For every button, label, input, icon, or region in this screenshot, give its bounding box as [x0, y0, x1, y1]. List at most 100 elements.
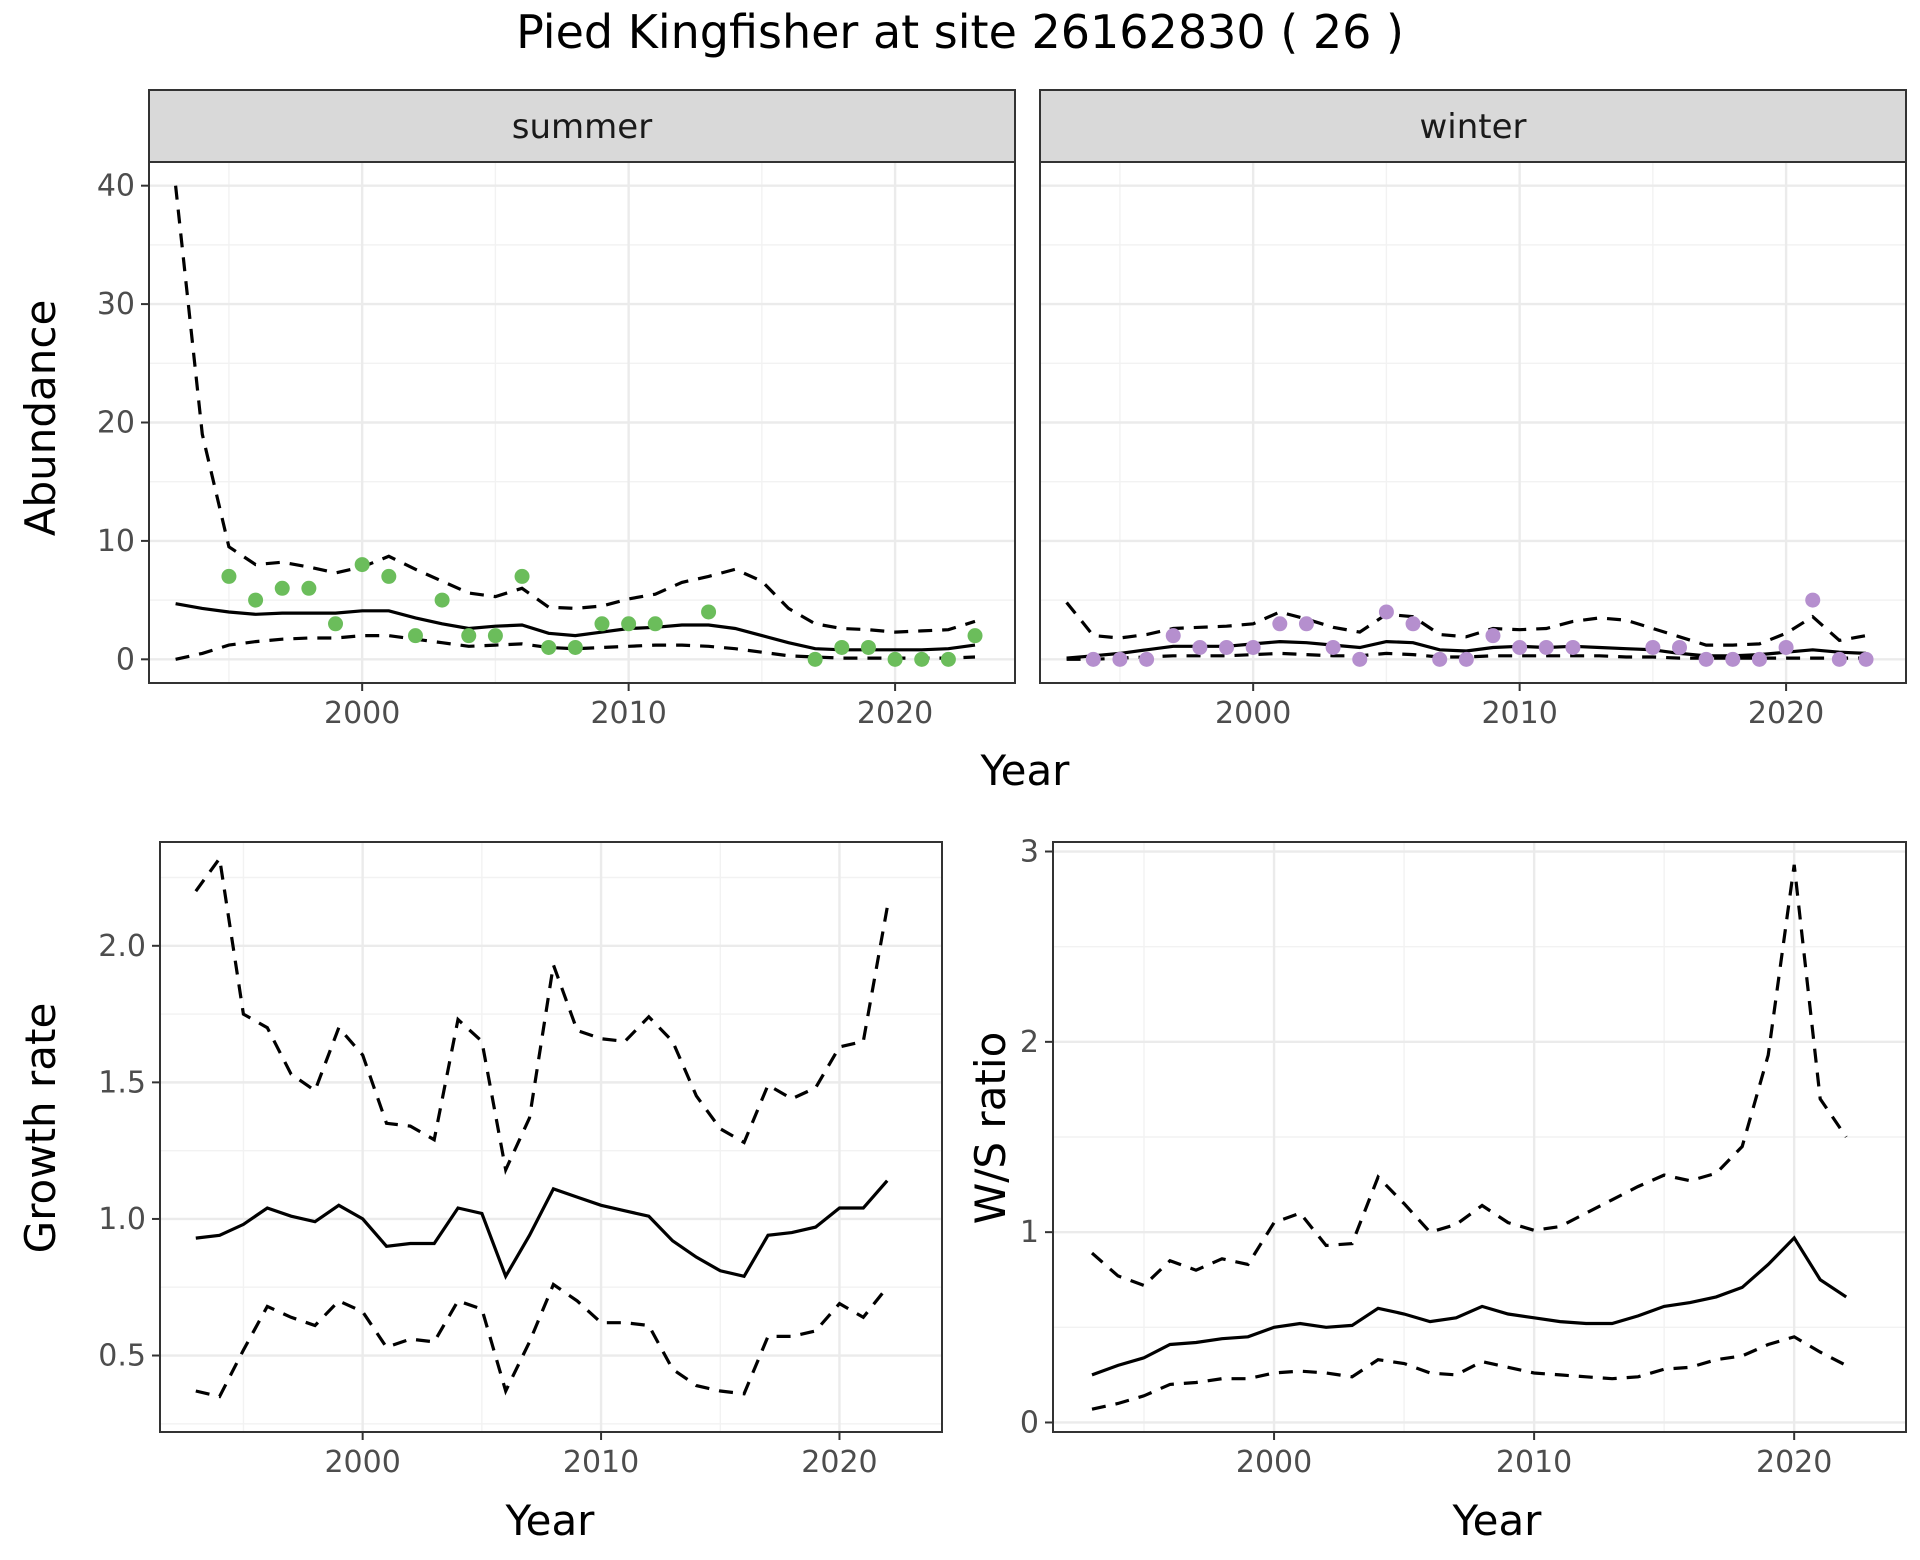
data-point	[487, 628, 503, 644]
data-point	[248, 592, 264, 608]
data-point	[1672, 639, 1688, 655]
data-point	[1512, 639, 1528, 655]
data-point	[1698, 651, 1714, 667]
data-point	[1378, 604, 1394, 620]
data-point	[434, 592, 450, 608]
series-line-estimate	[195, 1179, 889, 1281]
data-point	[887, 651, 903, 667]
y-tick-label: 0.5	[98, 1339, 146, 1374]
data-point	[807, 651, 823, 667]
y-tick-label: 30	[97, 287, 135, 322]
y-tick-label: 2	[1020, 1025, 1039, 1060]
data-point	[1405, 616, 1421, 632]
y-tick-label: 0	[1020, 1405, 1039, 1440]
data-point	[1805, 592, 1821, 608]
series-line-upper	[1065, 601, 1867, 647]
series-line-lower	[1066, 651, 1866, 661]
series-line-lower	[1091, 1335, 1847, 1411]
data-point	[301, 580, 317, 596]
data-point	[1192, 639, 1208, 655]
data-point	[1325, 639, 1341, 655]
data-point	[1458, 651, 1474, 667]
facet-strip	[148, 89, 1016, 163]
y-tick-label: 10	[97, 524, 135, 559]
data-point	[1432, 651, 1448, 667]
data-point	[1245, 639, 1261, 655]
series-line-estimate	[1091, 1235, 1848, 1377]
panel-border	[1052, 841, 1907, 1433]
data-point	[860, 639, 876, 655]
data-point	[647, 616, 663, 632]
panel-border	[1039, 161, 1907, 684]
data-point	[967, 628, 983, 644]
data-point	[1352, 651, 1368, 667]
x-tick-label: 2010	[590, 696, 666, 731]
ws-y-axis-title: W/S ratio	[966, 1032, 1015, 1225]
y-tick-label: 40	[97, 169, 135, 204]
series-line-upper	[1090, 864, 1848, 1288]
data-point	[221, 568, 237, 584]
series-line-upper	[174, 185, 976, 634]
data-point	[1725, 651, 1741, 667]
data-point	[1538, 639, 1554, 655]
data-point	[621, 616, 637, 632]
data-point	[914, 651, 930, 667]
y-tick-label: 1.5	[98, 1065, 146, 1100]
winter-panel: winter 2000 2010 2020	[1039, 89, 1907, 731]
panel-border	[159, 841, 943, 1433]
growth-x-axis-title: Year	[505, 1496, 596, 1545]
x-tick-label: 2020	[801, 1445, 877, 1480]
series-line-upper	[194, 854, 889, 1176]
x-tick-label: 2000	[1236, 1445, 1312, 1480]
y-tick-label: 20	[97, 406, 135, 441]
data-point	[407, 628, 423, 644]
x-tick-label: 2020	[857, 696, 933, 731]
data-point	[1778, 639, 1794, 655]
data-point	[1858, 651, 1874, 667]
series-line-lower	[195, 1282, 889, 1399]
ws-x-axis-title: Year	[1452, 1496, 1543, 1545]
growth-y-axis-title: Growth rate	[16, 1003, 65, 1254]
abundance-x-axis-title: Year	[980, 746, 1071, 795]
data-point	[541, 639, 557, 655]
summer-panel: summer 2000 2010 2020 0 10 20 30 40	[97, 89, 1016, 731]
data-point	[1831, 651, 1847, 667]
data-point	[834, 639, 850, 655]
facet-strip	[1039, 89, 1907, 163]
ws-ratio-panel: 2000 2010 2020 0 1 2 3	[1020, 835, 1907, 1480]
facet-strip-label: summer	[512, 107, 652, 147]
y-tick-label: 1.0	[98, 1202, 146, 1237]
data-point	[594, 616, 610, 632]
data-point	[1219, 639, 1235, 655]
data-point	[701, 604, 717, 620]
data-point	[1645, 639, 1661, 655]
data-point	[940, 651, 956, 667]
x-tick-label: 2020	[1748, 696, 1824, 731]
x-tick-label: 2010	[563, 1445, 639, 1480]
data-point	[354, 557, 370, 573]
x-tick-label: 2010	[1481, 696, 1557, 731]
data-point	[328, 616, 344, 632]
facet-strip-label: winter	[1419, 107, 1526, 147]
data-point	[1085, 651, 1101, 667]
data-point	[1485, 628, 1501, 644]
x-tick-label: 2010	[1496, 1445, 1572, 1480]
y-tick-label: 1	[1020, 1215, 1039, 1250]
x-tick-label: 2000	[1215, 696, 1291, 731]
data-point	[1565, 639, 1581, 655]
data-point	[1272, 616, 1288, 632]
data-point	[1298, 616, 1314, 632]
data-point	[1112, 651, 1128, 667]
data-point	[1139, 651, 1155, 667]
data-point	[461, 628, 477, 644]
x-tick-label: 2000	[324, 1445, 400, 1480]
data-point	[1165, 628, 1181, 644]
growth-rate-panel: 2000 2010 2020 0.5 1.0 1.5 2.0	[98, 841, 943, 1480]
data-point	[381, 568, 397, 584]
y-tick-label: 0	[116, 642, 135, 677]
abundance-y-axis-title: Abundance	[16, 300, 65, 537]
y-tick-label: 2.0	[98, 929, 146, 964]
x-tick-label: 2000	[324, 696, 400, 731]
data-point	[567, 639, 583, 655]
